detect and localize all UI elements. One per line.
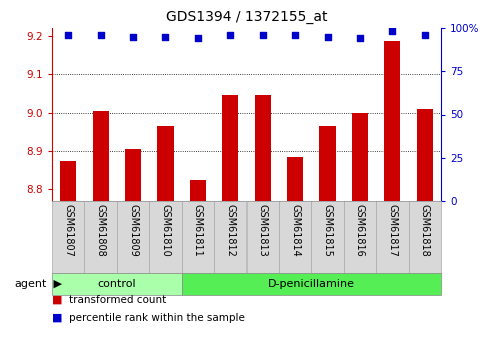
Bar [52,273,182,295]
Point [64,32,72,38]
Text: GSM61809: GSM61809 [128,204,138,257]
Bar [214,201,246,273]
Text: GSM61813: GSM61813 [258,204,268,257]
Bar [117,201,149,273]
Text: GSM61808: GSM61808 [96,204,106,257]
Text: transformed count: transformed count [69,295,166,305]
Text: ■: ■ [52,313,66,323]
Bar [157,126,173,201]
Point [194,36,202,41]
Bar [319,126,336,201]
Bar [279,201,312,273]
Text: D-penicillamine: D-penicillamine [268,279,355,289]
Bar [182,201,214,273]
Text: control: control [98,279,136,289]
Point [324,34,331,39]
Bar [352,112,368,201]
Bar [222,95,239,201]
Point [291,32,299,38]
Text: GSM61810: GSM61810 [160,204,170,257]
Bar [246,201,279,273]
Bar [125,149,141,201]
Bar [417,109,433,201]
Text: GSM61814: GSM61814 [290,204,300,257]
Point [227,32,234,38]
Bar [182,273,441,295]
Text: GSM61818: GSM61818 [420,204,430,257]
Point [97,32,104,38]
Text: GSM61807: GSM61807 [63,204,73,257]
Point [356,36,364,41]
Bar [376,201,409,273]
Point [421,32,428,38]
Bar [93,111,109,201]
Bar [60,161,76,201]
Point [129,34,137,39]
Text: GSM61812: GSM61812 [225,204,235,257]
Text: agent: agent [15,279,47,289]
Text: GSM61816: GSM61816 [355,204,365,257]
Point [259,32,267,38]
Text: percentile rank within the sample: percentile rank within the sample [69,313,245,323]
Title: GDS1394 / 1372155_at: GDS1394 / 1372155_at [166,10,327,24]
Text: GSM61817: GSM61817 [387,204,398,257]
Bar [344,201,376,273]
Text: GSM61815: GSM61815 [323,204,332,257]
Point [388,29,396,34]
Bar [190,180,206,201]
Bar [287,157,303,201]
Bar [149,201,182,273]
Bar [312,201,344,273]
Point [162,34,170,39]
Text: ▶: ▶ [50,279,62,289]
Bar [384,41,400,201]
Text: ■: ■ [52,295,66,305]
Bar [255,95,271,201]
Bar [409,201,441,273]
Text: GSM61811: GSM61811 [193,204,203,257]
Bar [85,201,117,273]
Bar [52,201,85,273]
